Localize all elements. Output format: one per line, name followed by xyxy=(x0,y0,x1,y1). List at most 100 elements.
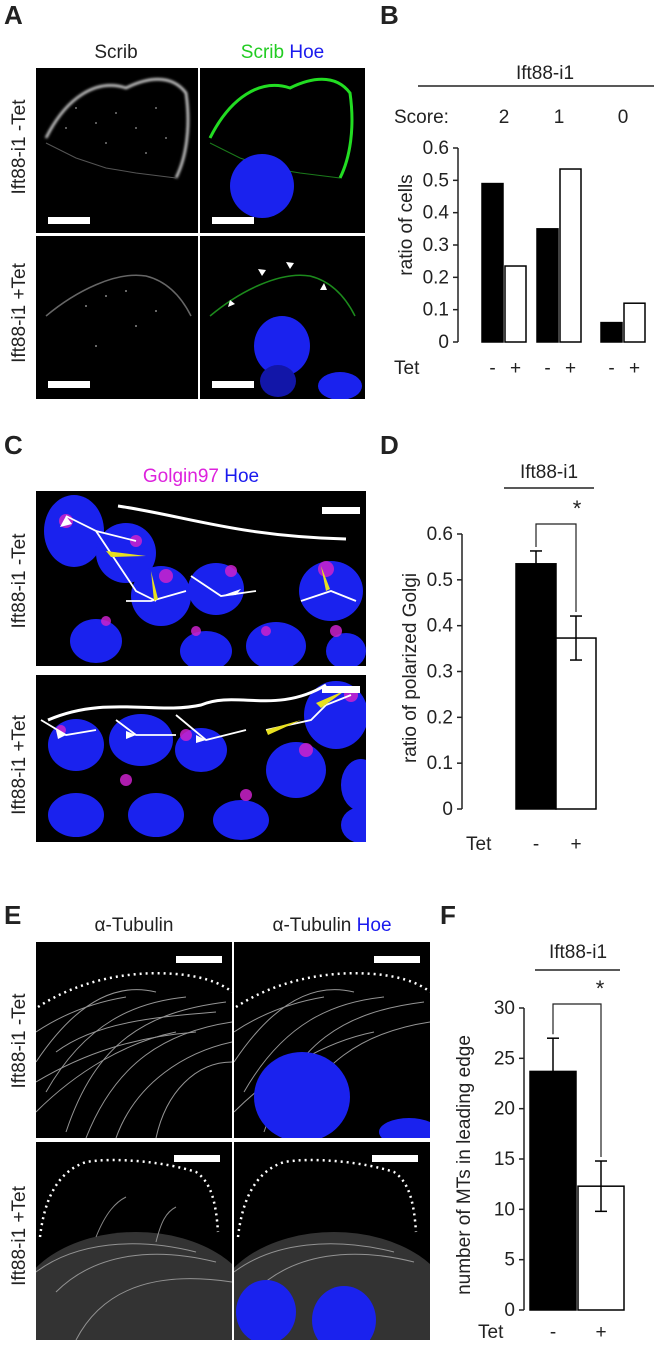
panel-f-tet-label: Tet xyxy=(478,1322,504,1343)
panel-a-micrograph-scrib-plus-tet xyxy=(36,236,198,399)
leading-edge-outline xyxy=(236,1158,418,1238)
bar-plus-tet xyxy=(559,168,582,343)
arrowhead-icon xyxy=(320,283,327,290)
panel-b-label: B xyxy=(380,0,399,30)
y-tick-label: 20 xyxy=(494,1099,515,1120)
score-label: 1 xyxy=(554,107,565,128)
tet-plus-label: + xyxy=(510,358,521,379)
scale-bar xyxy=(176,956,222,963)
panel-f-y-axis-label: number of MTs in leading edge xyxy=(454,1035,475,1295)
y-tick-label: 0.6 xyxy=(427,524,453,545)
panel-a-row2-label: Ift88-i1 +Tet xyxy=(9,263,30,363)
y-tick-label: 0.4 xyxy=(427,616,454,637)
scale-bar xyxy=(322,507,360,514)
panel-b-y-axis-label: ratio of cells xyxy=(396,174,417,275)
leading-edge-outline xyxy=(37,972,232,1009)
tubulin-hoechst-merge-image xyxy=(234,1158,430,1340)
y-tick-label: 0.5 xyxy=(423,170,449,191)
panel-a-col1-title: Scrib xyxy=(94,42,138,63)
panel-b-tet-label: Tet xyxy=(394,358,420,379)
y-tick-label: 0.2 xyxy=(427,707,453,728)
scrib-membrane-image xyxy=(44,78,190,179)
y-tick-label: 0.4 xyxy=(423,203,450,224)
panel-c-title: Golgin97 Hoe xyxy=(36,466,366,488)
leading-edge-outline xyxy=(38,1158,220,1238)
tubulin-stain-label: α-Tubulin xyxy=(272,915,352,936)
bar-minus-tet xyxy=(481,182,504,343)
golgi-orientation-image xyxy=(40,681,366,842)
hoechst-stain-label: Hoe xyxy=(289,42,325,63)
tubulin-hoechst-merge-image xyxy=(234,972,430,1138)
significance-bracket xyxy=(535,523,577,613)
hoechst-stain-label: Hoe xyxy=(224,466,260,487)
y-tick-label: 10 xyxy=(494,1199,515,1220)
y-tick-label: 5 xyxy=(504,1250,515,1271)
tet-minus-label: - xyxy=(544,358,550,379)
panel-d-label: D xyxy=(380,430,399,460)
golgin97-stain-label: Golgin97 xyxy=(142,466,219,487)
y-tick-label: 15 xyxy=(494,1149,515,1170)
panel-c-label: C xyxy=(4,430,23,460)
scale-bar xyxy=(374,956,420,963)
panel-e-row1-label: Ift88-i1 -Tet xyxy=(9,993,30,1089)
panel-c-row2-label: Ift88-i1 +Tet xyxy=(9,715,30,815)
y-tick-label: 0.1 xyxy=(423,300,449,321)
y-tick-label: 25 xyxy=(494,1048,515,1069)
scrib-hoechst-merge-image xyxy=(209,262,362,399)
tet-minus-label: - xyxy=(533,834,539,855)
y-tick-label: 0.5 xyxy=(427,570,453,591)
bar-minus-tet xyxy=(529,1070,577,1311)
panel-a-label: A xyxy=(4,0,23,30)
scale-bar xyxy=(322,686,360,693)
tet-plus-label: + xyxy=(595,1322,606,1343)
scrib-membrane-image xyxy=(45,274,192,347)
y-tick-label: 0.3 xyxy=(423,235,449,256)
golgi-orientation-image xyxy=(44,495,366,666)
scale-bar xyxy=(48,381,90,388)
arrowhead-icon xyxy=(228,300,235,307)
y-tick-label: 0.6 xyxy=(423,138,449,159)
wound-edge-line xyxy=(117,504,347,541)
hoechst-stain-label: Hoe xyxy=(356,915,392,936)
panel-e-label: E xyxy=(4,900,22,930)
panel-c-micrograph-plus-tet xyxy=(36,675,366,842)
score-label: 0 xyxy=(618,107,629,128)
scrib-hoechst-merge-image xyxy=(208,77,354,218)
panel-e-col1-title: α-Tubulin xyxy=(94,915,174,936)
microtubule-image xyxy=(36,1158,232,1340)
y-tick-label: 0.1 xyxy=(427,753,453,774)
panel-e-micrograph-tubulin-plus-tet xyxy=(36,1142,232,1340)
panel-f-chart: Ift88-i1 * number of MTs in leading edge… xyxy=(454,942,625,1343)
significance-star: * xyxy=(573,496,582,521)
score-label: 2 xyxy=(499,107,510,128)
panel-d-y-axis-label: ratio of polarized Golgi xyxy=(400,573,421,763)
y-tick-label: 0 xyxy=(442,799,453,820)
scale-bar xyxy=(372,1155,418,1162)
panel-b-group-label: Ift88-i1 xyxy=(516,63,574,84)
leading-edge-outline xyxy=(235,972,430,1009)
scrib-stain-label: Scrib xyxy=(240,42,285,63)
y-tick-label: 0 xyxy=(438,332,449,353)
panel-d-group-label: Ift88-i1 xyxy=(520,462,578,483)
tet-minus-label: - xyxy=(608,358,614,379)
panel-a-row1-label: Ift88-i1 -Tet xyxy=(9,99,30,195)
panel-e-row2-label: Ift88-i1 +Tet xyxy=(9,1186,30,1286)
bar-minus-tet xyxy=(600,321,623,343)
panel-c-micrograph-minus-tet xyxy=(36,491,366,666)
panel-e-micrograph-merge-plus-tet xyxy=(234,1142,430,1340)
panel-f-group-label: Ift88-i1 xyxy=(549,942,607,963)
panel-c-row1-label: Ift88-i1 -Tet xyxy=(9,533,30,629)
tet-minus-label: - xyxy=(489,358,495,379)
panel-a-micrograph-scrib-minus-tet xyxy=(36,68,198,233)
wound-edge-line xyxy=(47,683,327,722)
bar-plus-tet xyxy=(623,302,646,343)
tet-plus-label: + xyxy=(565,358,576,379)
microtubule-image xyxy=(36,972,232,1138)
bar-plus-tet xyxy=(555,637,597,810)
bar-plus-tet xyxy=(504,265,527,343)
panel-a-col2-title: Scrib Hoe xyxy=(200,42,365,64)
tet-plus-label: + xyxy=(570,834,581,855)
panel-e-micrograph-tubulin-minus-tet xyxy=(36,942,232,1138)
arrowhead-icon xyxy=(258,269,266,276)
tet-plus-label: + xyxy=(629,358,640,379)
